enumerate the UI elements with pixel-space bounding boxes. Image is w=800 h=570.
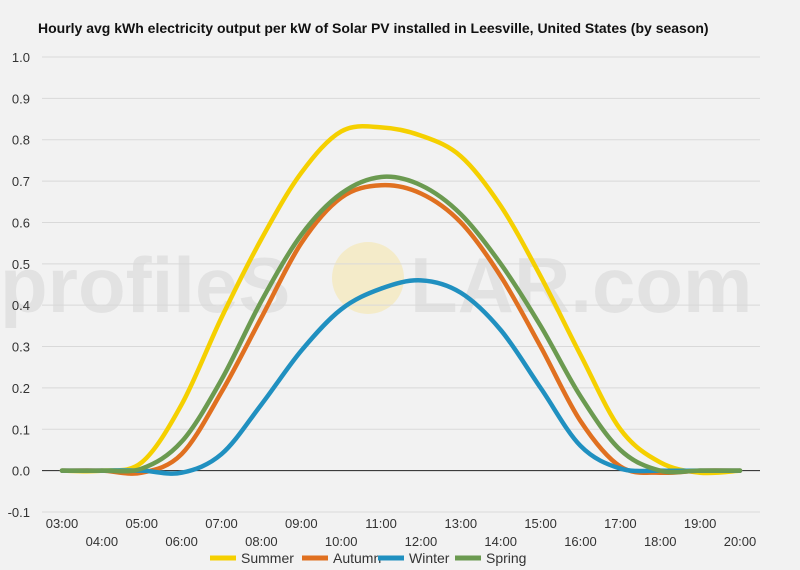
x-tick-label: 07:00: [205, 516, 238, 531]
y-tick-label: 0.0: [12, 464, 30, 479]
legend-label-summer: Summer: [241, 550, 294, 566]
y-tick-label: 1.0: [12, 50, 30, 65]
x-tick-label: 12:00: [405, 534, 438, 549]
x-tick-label: 15:00: [524, 516, 557, 531]
x-tick-label: 13:00: [445, 516, 478, 531]
y-tick-label: 0.8: [12, 133, 30, 148]
series-layer: [59, 124, 743, 476]
legend-label-autumn: Autumn: [333, 550, 381, 566]
x-tick-label: 19:00: [684, 516, 717, 531]
x-tick-label: 16:00: [564, 534, 597, 549]
x-tick-label: 08:00: [245, 534, 278, 549]
y-tick-label: 0.5: [12, 257, 30, 272]
x-tick-label: 03:00: [46, 516, 79, 531]
y-tick-label: 0.6: [12, 215, 30, 230]
y-tick-label: 0.7: [12, 174, 30, 189]
chart-title: Hourly avg kWh electricity output per kW…: [38, 20, 709, 36]
y-tick-label: 0.2: [12, 381, 30, 396]
x-axis: 03:00 04:00 05:00 06:00 07:00 08:00 09:00 10:00…: [46, 516, 757, 549]
watermark: profileS LAR.com: [0, 241, 752, 329]
series-line-summer: [59, 124, 743, 476]
y-tick-label: -0.1: [8, 505, 30, 520]
legend-label-winter: Winter: [409, 550, 450, 566]
x-tick-label: 18:00: [644, 534, 677, 549]
series-line-spring: [59, 174, 743, 475]
x-tick-label: 10:00: [325, 534, 358, 549]
x-tick-label: 05:00: [125, 516, 158, 531]
y-tick-label: 0.1: [12, 422, 30, 437]
y-tick-label: 0.9: [12, 91, 30, 106]
x-tick-label: 11:00: [365, 516, 397, 531]
series-line-winter: [59, 278, 743, 476]
watermark-left-text: profileS: [0, 241, 290, 329]
x-tick-label: 17:00: [604, 516, 637, 531]
x-tick-label: 06:00: [165, 534, 198, 549]
y-tick-label: 0.3: [12, 340, 30, 355]
legend: Summer Autumn Winter Spring: [210, 550, 526, 566]
x-tick-label: 09:00: [285, 516, 318, 531]
x-tick-label: 20:00: [724, 534, 757, 549]
series-line-autumn: [59, 182, 743, 476]
legend-label-spring: Spring: [486, 550, 526, 566]
watermark-right-text: LAR.com: [410, 241, 752, 329]
x-tick-label: 04:00: [86, 534, 119, 549]
y-tick-label: 0.4: [12, 298, 30, 313]
watermark-sun: [332, 242, 404, 314]
x-tick-label: 14:00: [484, 534, 517, 549]
y-axis: -0.1 0.0 0.1 0.2 0.3 0.4 0.5 0.6 0.7 0.8 0.9 1.0: [8, 50, 30, 520]
